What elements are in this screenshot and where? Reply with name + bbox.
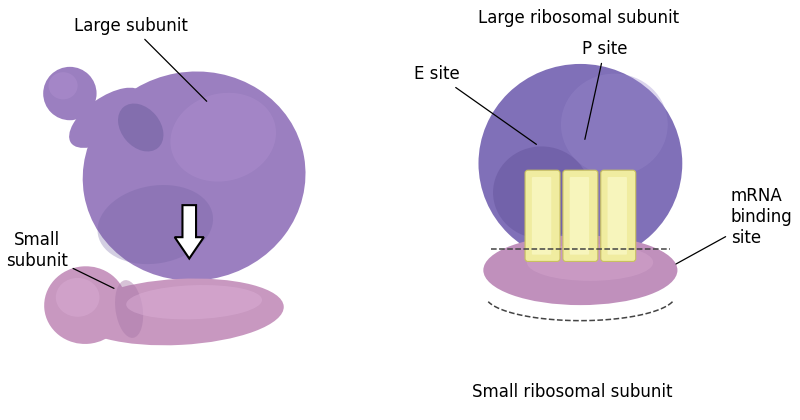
FancyBboxPatch shape: [563, 170, 598, 261]
Ellipse shape: [44, 266, 126, 344]
Ellipse shape: [43, 67, 97, 120]
FancyBboxPatch shape: [607, 177, 627, 255]
Ellipse shape: [493, 147, 590, 239]
Text: Small
subunit: Small subunit: [6, 231, 114, 289]
Text: Small ribosomal subunit: Small ribosomal subunit: [472, 383, 673, 402]
Ellipse shape: [115, 280, 143, 338]
Ellipse shape: [478, 64, 682, 263]
Text: mRNA
binding
site: mRNA binding site: [676, 187, 793, 264]
Ellipse shape: [69, 88, 144, 148]
Text: P site: P site: [582, 40, 627, 139]
Ellipse shape: [98, 185, 213, 264]
FancyBboxPatch shape: [570, 177, 589, 255]
Ellipse shape: [126, 285, 262, 319]
Text: Large ribosomal subunit: Large ribosomal subunit: [478, 9, 679, 27]
Ellipse shape: [527, 244, 653, 281]
Text: Large subunit: Large subunit: [74, 17, 206, 101]
Text: E site: E site: [414, 65, 536, 144]
Ellipse shape: [118, 104, 163, 152]
Ellipse shape: [49, 72, 78, 100]
Ellipse shape: [483, 235, 678, 305]
Ellipse shape: [75, 278, 284, 345]
FancyBboxPatch shape: [532, 177, 551, 255]
Ellipse shape: [82, 71, 306, 281]
FancyArrow shape: [174, 205, 204, 259]
FancyBboxPatch shape: [601, 170, 636, 261]
Ellipse shape: [561, 74, 668, 176]
Ellipse shape: [170, 93, 276, 181]
FancyBboxPatch shape: [525, 170, 560, 261]
Ellipse shape: [56, 278, 99, 317]
